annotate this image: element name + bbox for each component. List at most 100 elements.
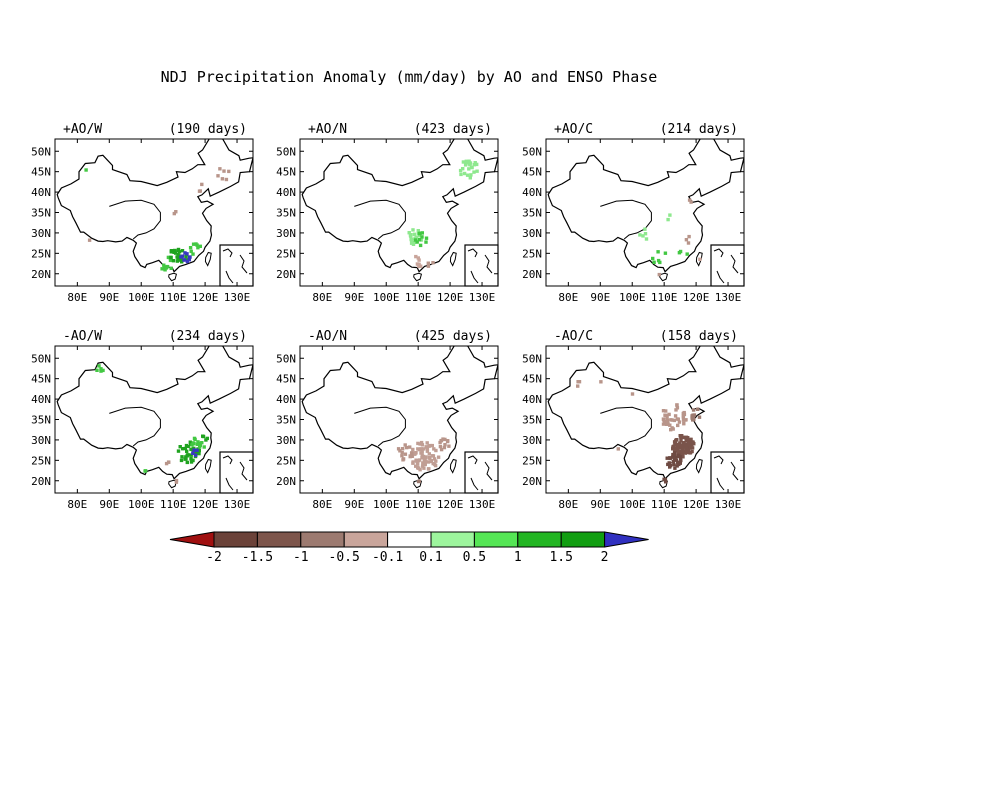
station-dot <box>679 449 683 453</box>
taiwan-outline <box>449 251 457 267</box>
lon-tick-label: 90E <box>344 291 364 304</box>
station-dot <box>671 452 675 457</box>
station-dot <box>672 456 677 460</box>
station-dot <box>687 442 692 446</box>
station-dot <box>673 446 677 450</box>
station-dot <box>690 440 694 444</box>
station-dot <box>683 451 688 455</box>
station-dot <box>687 234 691 239</box>
station-dot <box>191 451 195 455</box>
station-dot <box>681 411 685 416</box>
lat-tick-label: 50N <box>31 145 51 158</box>
station-dot <box>413 452 417 456</box>
station-dot <box>681 415 685 419</box>
lat-tick-label: 50N <box>522 352 542 365</box>
station-dot <box>187 258 191 262</box>
station-dot <box>576 384 580 388</box>
station-dot <box>679 443 683 448</box>
map-panel: -AO/C (158 days) 50N 45N 40N 35N 30N 25N 20N 80E 9… <box>522 329 745 511</box>
station-dot <box>643 232 648 236</box>
station-dot <box>690 442 694 447</box>
station-dot <box>409 241 414 245</box>
lon-tick-label: 130E <box>715 498 742 511</box>
station-dot <box>673 458 678 462</box>
station-dot <box>661 409 666 413</box>
lat-tick-label: 40N <box>276 393 296 406</box>
station-dot <box>420 455 425 459</box>
station-dot <box>668 213 672 217</box>
lon-tick-label: 120E <box>437 291 464 304</box>
station-dot <box>198 441 202 445</box>
station-dot <box>697 415 702 419</box>
station-dot <box>185 252 189 256</box>
station-dot <box>691 418 695 422</box>
colorbar-right-arrow <box>604 531 649 548</box>
lon-tick-label: 80E <box>558 291 578 304</box>
station-dot <box>676 423 680 428</box>
panel-label: -AO/W <box>63 329 102 344</box>
station-dot <box>420 450 424 454</box>
station-dot <box>222 169 226 173</box>
station-dot <box>188 440 192 444</box>
station-dot <box>678 455 683 459</box>
colorbar-segment <box>256 531 302 548</box>
station-dot <box>162 263 166 267</box>
station-dot <box>427 452 431 456</box>
station-dot <box>691 415 696 419</box>
station-dot <box>418 231 422 235</box>
lat-tick-label: 20N <box>276 475 296 488</box>
scs-inset <box>464 244 499 287</box>
station-dot <box>686 447 690 451</box>
station-dot <box>421 461 425 465</box>
station-dot <box>173 249 177 253</box>
lon-tick-label: 110E <box>405 291 432 304</box>
station-dot <box>163 268 167 272</box>
station-dot <box>675 448 679 453</box>
station-dot <box>166 255 171 260</box>
station-dot <box>671 444 675 449</box>
station-dot <box>425 441 429 445</box>
station-dot <box>664 409 668 413</box>
station-dot <box>181 447 185 451</box>
station-dot <box>413 238 418 242</box>
station-dot <box>425 446 430 450</box>
lat-tick-label: 30N <box>276 227 296 240</box>
scs-inset <box>710 451 745 494</box>
station-dot <box>671 455 675 459</box>
station-dot <box>200 441 204 445</box>
station-dot <box>424 455 428 459</box>
station-dot <box>443 437 447 442</box>
station-dot <box>410 454 414 458</box>
station-dot <box>658 260 662 265</box>
station-dot <box>675 442 680 447</box>
station-dot <box>679 434 683 439</box>
station-dot <box>398 449 402 453</box>
station-dot <box>201 434 206 439</box>
station-dot <box>465 161 470 165</box>
station-dot <box>414 235 418 239</box>
station-dot <box>176 449 181 453</box>
station-dot <box>414 464 418 468</box>
station-dot <box>423 462 427 466</box>
lat-tick-label: 25N <box>522 247 542 260</box>
station-dot <box>202 445 206 449</box>
station-dot <box>218 167 222 171</box>
lon-tick-label: 100E <box>128 291 155 304</box>
lat-tick-label: 20N <box>31 475 51 488</box>
taiwan-outline <box>204 251 212 267</box>
station-dot <box>666 422 670 426</box>
station-dot <box>446 439 450 443</box>
hainan-outline <box>413 479 423 489</box>
station-dot <box>416 262 421 266</box>
station-dot <box>191 458 195 463</box>
plateau-outline <box>109 406 161 447</box>
station-dot <box>679 438 683 443</box>
map-content <box>56 139 253 282</box>
station-dot <box>420 235 424 239</box>
station-dot <box>95 368 99 372</box>
station-dot <box>417 458 422 462</box>
map-content <box>547 139 744 282</box>
station-dot <box>681 455 685 459</box>
station-dot <box>410 451 414 455</box>
station-dot <box>189 457 193 461</box>
